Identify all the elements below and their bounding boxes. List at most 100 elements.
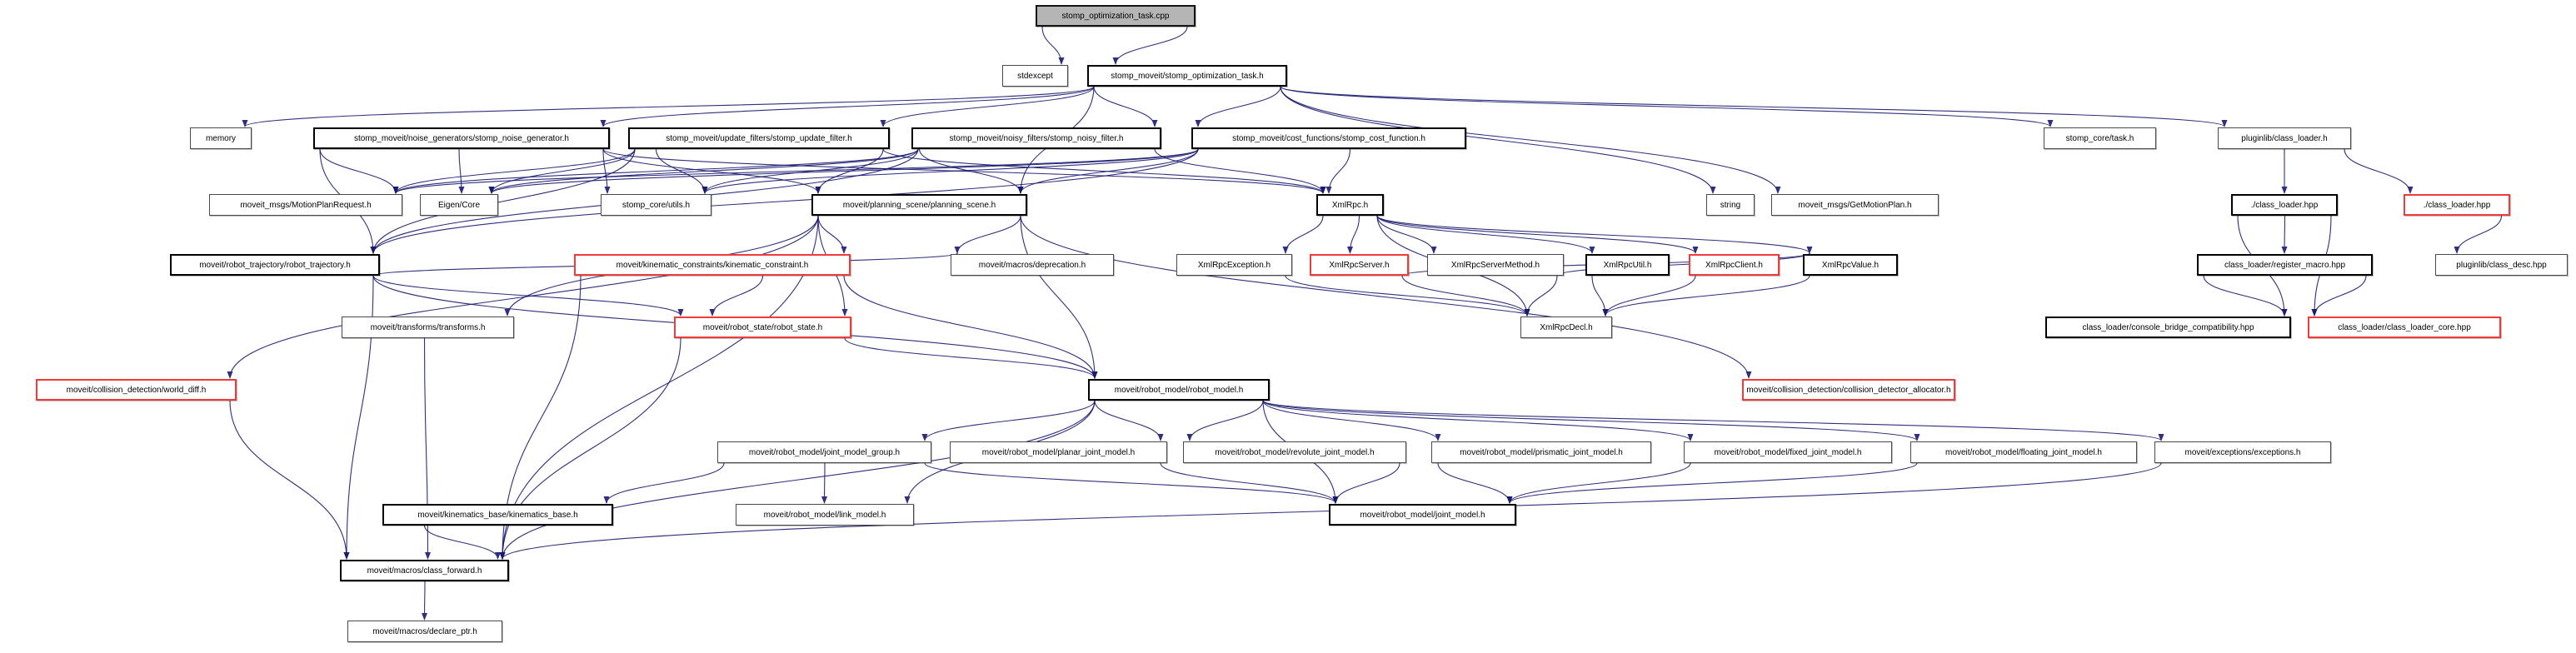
include-edge-noise_gen-to-stomp_core_utils: [602, 148, 611, 194]
include-edge-joint_model_group-to-kinematics_base: [603, 462, 725, 504]
graph-node-noisy_filter[interactable]: stomp_moveit/noisy_filters/stomp_noisy_f…: [911, 127, 1161, 149]
graph-node-class_desc[interactable]: pluginlib/class_desc.hpp: [2435, 254, 2568, 276]
graph-node-class_loader_hpp[interactable]: ./class_loader.hpp: [2231, 194, 2338, 216]
include-edge-floating_joint-to-joint_model: [1506, 462, 1918, 504]
include-edge-revolute_joint-to-joint_model: [1332, 462, 1400, 504]
graph-node-declare_ptr[interactable]: moveit/macros/declare_ptr.h: [347, 621, 502, 642]
include-edge-robot_state-to-class_forward: [499, 337, 681, 560]
include-edge-noisy_filter-to-eigen_core: [488, 148, 919, 194]
include-edge-sot_h-to-get_motion_plan: [1280, 86, 1781, 194]
include-edge-sot_h-to-cost_function: [1195, 86, 1281, 127]
graph-node-eigen_core[interactable]: Eigen/Core: [420, 194, 498, 216]
graph-node-planning_scene[interactable]: moveit/planning_scene/planning_scene.h: [811, 194, 1027, 216]
include-edge-planning_scene-to-deprecation: [954, 215, 1021, 254]
include-edge-robot_model-to-revolute_joint: [1186, 400, 1264, 441]
graph-node-noise_gen[interactable]: stomp_moveit/noise_generators/stomp_nois…: [313, 127, 610, 149]
graph-node-class_loader_core[interactable]: class_loader/class_loader_core.hpp: [2308, 317, 2501, 338]
graph-node-deprecation[interactable]: moveit/macros/deprecation.h: [951, 254, 1114, 276]
edge-group: [227, 26, 2503, 621]
include-edge-xmlrpc-to-xmlrpcservermethod: [1376, 215, 1437, 254]
include-edge-planar_joint-to-joint_model: [1160, 462, 1339, 504]
graph-node-xmlrpcvalue[interactable]: XmlRpcValue.h: [1803, 254, 1898, 276]
include-edge-noisy_filter-to-motion_plan_request: [392, 148, 919, 194]
include-edge-planning_scene-to-cd_allocator: [1020, 215, 1752, 379]
graph-node-planar_joint[interactable]: moveit/robot_model/planar_joint_model.h: [950, 441, 1167, 463]
graph-node-stdexcept[interactable]: stdexcept: [1002, 65, 1068, 87]
include-edge-xmlrpc-to-xmlrpcclient: [1376, 215, 1699, 254]
graph-node-stomp_core_task[interactable]: stomp_core/task.h: [2044, 127, 2156, 149]
include-edge-xmlrpcexception-to-xmlrpcdecl: [1285, 275, 1530, 317]
include-edge-update_filter-to-eigen_core: [488, 148, 636, 194]
graph-node-string[interactable]: string: [1706, 194, 1755, 216]
include-edge-class_forward-to-declare_ptr: [422, 581, 428, 621]
graph-node-joint_model[interactable]: moveit/robot_model/joint_model.h: [1329, 504, 1516, 526]
include-edge-sot_h-to-noisy_filter: [1093, 86, 1158, 127]
graph-node-xmlrpcdecl[interactable]: XmlRpcDecl.h: [1520, 317, 1612, 338]
graph-node-prismatic_joint[interactable]: moveit/robot_model/prismatic_joint_model…: [1431, 441, 1651, 463]
include-edge-xmlrpcservermethod-to-xmlrpcdecl: [1524, 275, 1558, 317]
include-edge-transforms-to-class_forward: [423, 337, 431, 560]
include-edge-xmlrpc-to-xmlrpcvalue: [1376, 215, 1813, 254]
include-edge-kinematics_base-to-class_forward: [423, 525, 501, 560]
include-edge-prismatic_joint-to-joint_model: [1437, 462, 1513, 504]
graph-node-sot_h[interactable]: stomp_moveit/stomp_optimization_task.h: [1087, 65, 1287, 87]
include-edge-xmlrpc-to-xmlrpcutil: [1376, 215, 1595, 254]
graph-node-class_loader_hpp_red[interactable]: ./class_loader.hpp: [2404, 194, 2510, 216]
graph-node-console_bridge[interactable]: class_loader/console_bridge_compatibilit…: [2045, 317, 2291, 338]
graph-node-exceptions[interactable]: moveit/exceptions/exceptions.h: [2154, 441, 2331, 463]
include-edge-planning_scene-to-world_diff: [227, 215, 819, 379]
graph-node-revolute_joint[interactable]: moveit/robot_model/revolute_joint_model.…: [1183, 441, 1406, 463]
include-edge-cost_function-to-planning_scene: [1017, 148, 1199, 194]
graph-node-memory[interactable]: memory: [190, 127, 252, 149]
graph-node-world_diff[interactable]: moveit/collision_detection/world_diff.h: [36, 379, 237, 401]
graph-node-floating_joint[interactable]: moveit/robot_model/floating_joint_model.…: [1910, 441, 2137, 463]
graph-node-class_forward[interactable]: moveit/macros/class_forward.h: [340, 560, 509, 581]
include-edge-xmlrpcserver-to-xmlrpcdecl: [1401, 275, 1530, 317]
graph-node-xmlrpcclient[interactable]: XmlRpcClient.h: [1689, 254, 1780, 276]
include-edge-robot_trajectory-to-robot_state: [372, 275, 684, 317]
graph-node-update_filter[interactable]: stomp_moveit/update_filters/stomp_update…: [628, 127, 890, 149]
graph-node-get_motion_plan[interactable]: moveit_msgs/GetMotionPlan.h: [1771, 194, 1939, 216]
include-edge-cost_function-to-robot_trajectory: [370, 148, 1199, 254]
graph-node-transforms[interactable]: moveit/transforms/transforms.h: [342, 317, 514, 338]
include-edge-cost_function-to-xmlrpc: [1325, 148, 1351, 194]
graph-node-robot_model[interactable]: moveit/robot_model/robot_model.h: [1088, 379, 1270, 401]
graph-node-xmlrpcutil[interactable]: XmlRpcUtil.h: [1585, 254, 1670, 276]
graph-node-robot_trajectory[interactable]: moveit/robot_trajectory/robot_trajectory…: [170, 254, 380, 276]
graph-node-pluginlib_class_loader[interactable]: pluginlib/class_loader.h: [2218, 127, 2351, 149]
graph-node-xmlrpcexception[interactable]: XmlRpcException.h: [1176, 254, 1292, 276]
graph-node-stomp_core_utils[interactable]: stomp_core/utils.h: [601, 194, 711, 216]
include-edge-robot_state-to-robot_model: [844, 337, 1098, 379]
graph-node-motion_plan_request[interactable]: moveit_msgs/MotionPlanRequest.h: [209, 194, 402, 216]
include-edge-robot_model-to-floating_joint: [1262, 400, 1920, 441]
graph-node-cost_function[interactable]: stomp_moveit/cost_functions/stomp_cost_f…: [1191, 127, 1466, 149]
include-edge-sot_h-to-noise_gen: [600, 86, 1095, 127]
include-edge-register_macro-to-class_loader_core: [2311, 275, 2367, 317]
include-edge-robot_model-to-exceptions: [1262, 400, 2164, 441]
graph-node-joint_model_group[interactable]: moveit/robot_model/joint_model_group.h: [717, 441, 931, 463]
include-edge-sot_h-to-stomp_core_task: [1280, 86, 2054, 127]
include-edge-sot_h-to-update_filter: [880, 86, 1095, 127]
include-edge-sot_h-to-memory: [242, 86, 1095, 127]
include-edge-cost_function-to-motion_plan_request: [392, 148, 1199, 194]
include-edge-xmlrpc-to-xmlrpcexception: [1282, 215, 1324, 254]
graph-node-xmlrpc[interactable]: XmlRpc.h: [1316, 194, 1384, 216]
include-edge-root-to-sot_h: [1112, 26, 1188, 65]
graph-node-cd_allocator[interactable]: moveit/collision_detection/collision_det…: [1742, 379, 1955, 401]
include-edge-cost_function-to-eigen_core: [488, 148, 1199, 194]
graph-node-fixed_joint[interactable]: moveit/robot_model/fixed_joint_model.h: [1684, 441, 1892, 463]
graph-node-link_model[interactable]: moveit/robot_model/link_model.h: [736, 504, 914, 526]
graph-node-kinematic_constraint[interactable]: moveit/kinematic_constraints/kinematic_c…: [574, 254, 851, 276]
include-edge-update_filter-to-robot_trajectory: [370, 148, 636, 254]
include-edge-class_loader_hpp_red-to-class_desc: [2454, 215, 2503, 254]
graph-node-xmlrpcserver[interactable]: XmlRpcServer.h: [1310, 254, 1409, 276]
graph-node-kinematics_base[interactable]: moveit/kinematics_base/kinematics_base.h: [382, 504, 613, 526]
include-edge-planning_scene-to-robot_model: [1020, 215, 1098, 379]
include-edge-xmlrpcutil-to-xmlrpcdecl: [1591, 275, 1609, 317]
graph-node-xmlrpcservermethod[interactable]: XmlRpcServerMethod.h: [1427, 254, 1564, 276]
graph-node-robot_state[interactable]: moveit/robot_state/robot_state.h: [674, 317, 851, 338]
include-edge-xmlrpc-to-xmlrpcserver: [1347, 215, 1360, 254]
graph-node-register_macro[interactable]: class_loader/register_macro.hpp: [2197, 254, 2373, 276]
